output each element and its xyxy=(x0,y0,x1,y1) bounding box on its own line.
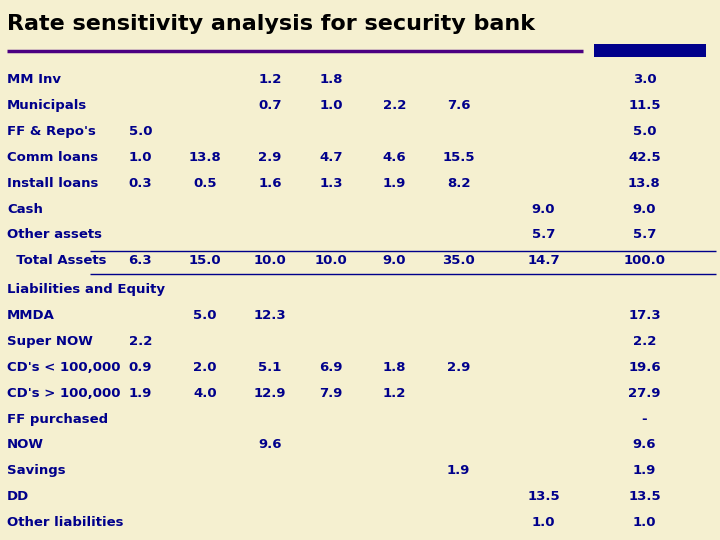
Text: 9.0: 9.0 xyxy=(383,254,406,267)
Text: 2.9: 2.9 xyxy=(447,361,470,374)
Text: 5.0: 5.0 xyxy=(633,125,656,138)
Text: Liabilities and Equity: Liabilities and Equity xyxy=(7,283,165,296)
Text: 8.2: 8.2 xyxy=(447,177,470,190)
Text: 1.6: 1.6 xyxy=(258,177,282,190)
Text: 1.2: 1.2 xyxy=(383,387,406,400)
Text: 10.0: 10.0 xyxy=(253,254,287,267)
Text: 5.0: 5.0 xyxy=(129,125,152,138)
Text: Cash: Cash xyxy=(7,202,43,215)
Text: FF & Repo's: FF & Repo's xyxy=(7,125,96,138)
Text: 1.8: 1.8 xyxy=(320,73,343,86)
Text: 2.9: 2.9 xyxy=(258,151,282,164)
Text: 12.9: 12.9 xyxy=(253,387,287,400)
Text: 0.9: 0.9 xyxy=(129,361,152,374)
Text: 1.0: 1.0 xyxy=(320,99,343,112)
Text: 35.0: 35.0 xyxy=(442,254,475,267)
Text: 5.7: 5.7 xyxy=(532,228,555,241)
Text: MM Inv: MM Inv xyxy=(7,73,61,86)
Text: MMDA: MMDA xyxy=(7,309,55,322)
Text: 7.6: 7.6 xyxy=(447,99,470,112)
Text: Install loans: Install loans xyxy=(7,177,99,190)
Text: 13.8: 13.8 xyxy=(189,151,222,164)
Text: 19.6: 19.6 xyxy=(628,361,661,374)
Text: 7.9: 7.9 xyxy=(320,387,343,400)
Text: 17.3: 17.3 xyxy=(628,309,661,322)
Text: 12.3: 12.3 xyxy=(253,309,287,322)
Text: 6.9: 6.9 xyxy=(320,361,343,374)
Text: 9.0: 9.0 xyxy=(532,202,555,215)
Text: Savings: Savings xyxy=(7,464,66,477)
Text: 5.7: 5.7 xyxy=(633,228,656,241)
Text: 9.6: 9.6 xyxy=(633,438,656,451)
Text: 6.3: 6.3 xyxy=(129,254,152,267)
Text: 11.5: 11.5 xyxy=(628,99,661,112)
Text: 1.0: 1.0 xyxy=(129,151,152,164)
Text: 0.5: 0.5 xyxy=(194,177,217,190)
Text: Super NOW: Super NOW xyxy=(7,335,93,348)
Text: 42.5: 42.5 xyxy=(628,151,661,164)
Text: 27.9: 27.9 xyxy=(628,387,661,400)
Text: 1.9: 1.9 xyxy=(447,464,470,477)
Text: Total Assets: Total Assets xyxy=(7,254,107,267)
Text: 10.0: 10.0 xyxy=(315,254,348,267)
Text: 9.6: 9.6 xyxy=(258,438,282,451)
Text: 5.1: 5.1 xyxy=(258,361,282,374)
Text: CD's < 100,000: CD's < 100,000 xyxy=(7,361,121,374)
Text: 1.9: 1.9 xyxy=(383,177,406,190)
Text: CD's > 100,000: CD's > 100,000 xyxy=(7,387,121,400)
Text: 13.5: 13.5 xyxy=(527,490,560,503)
Text: 1.0: 1.0 xyxy=(633,516,656,529)
Text: 1.8: 1.8 xyxy=(383,361,406,374)
Text: 15.5: 15.5 xyxy=(442,151,475,164)
Text: Other assets: Other assets xyxy=(7,228,102,241)
Text: 0.3: 0.3 xyxy=(129,177,152,190)
Text: 14.7: 14.7 xyxy=(527,254,560,267)
Text: 13.5: 13.5 xyxy=(628,490,661,503)
Text: 2.0: 2.0 xyxy=(194,361,217,374)
Text: 1.9: 1.9 xyxy=(633,464,656,477)
Text: 13.8: 13.8 xyxy=(628,177,661,190)
Text: 0.7: 0.7 xyxy=(258,99,282,112)
Text: 3.0: 3.0 xyxy=(633,73,656,86)
Text: 4.6: 4.6 xyxy=(383,151,406,164)
Text: 9.0: 9.0 xyxy=(633,202,656,215)
Text: -: - xyxy=(642,413,647,426)
Text: Comm loans: Comm loans xyxy=(7,151,99,164)
FancyBboxPatch shape xyxy=(594,44,706,57)
Text: Rate sensitivity analysis for security bank: Rate sensitivity analysis for security b… xyxy=(7,14,535,33)
Text: 4.7: 4.7 xyxy=(320,151,343,164)
Text: 1.0: 1.0 xyxy=(532,516,555,529)
Text: 1.2: 1.2 xyxy=(258,73,282,86)
Text: Municipals: Municipals xyxy=(7,99,87,112)
Text: 15.0: 15.0 xyxy=(189,254,222,267)
Text: FF purchased: FF purchased xyxy=(7,413,108,426)
Text: Other liabilities: Other liabilities xyxy=(7,516,124,529)
Text: 100.0: 100.0 xyxy=(624,254,665,267)
Text: 5.0: 5.0 xyxy=(194,309,217,322)
Text: 2.2: 2.2 xyxy=(633,335,656,348)
Text: 4.0: 4.0 xyxy=(194,387,217,400)
Text: 2.2: 2.2 xyxy=(129,335,152,348)
Text: 1.9: 1.9 xyxy=(129,387,152,400)
Text: 2.2: 2.2 xyxy=(383,99,406,112)
Text: 1.3: 1.3 xyxy=(320,177,343,190)
Text: NOW: NOW xyxy=(7,438,44,451)
Text: DD: DD xyxy=(7,490,30,503)
